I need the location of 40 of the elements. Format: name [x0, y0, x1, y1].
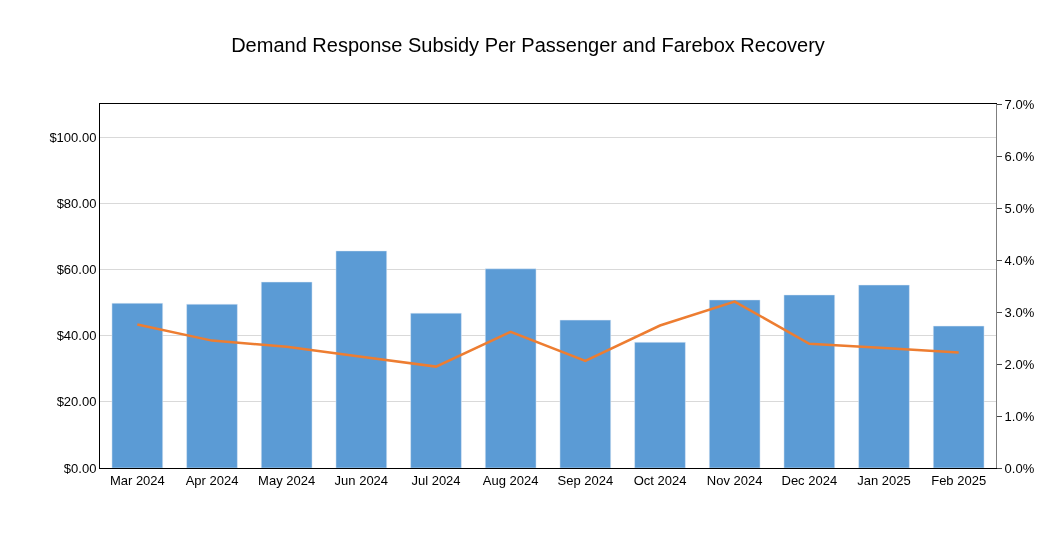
bar [261, 281, 313, 468]
y2-tick-label: 6.0% [1004, 148, 1035, 164]
bar [709, 299, 761, 468]
x-tick-label: Oct 2024 [633, 472, 687, 488]
bar [186, 303, 238, 468]
bar [485, 268, 537, 468]
y-tick-label: $100.00 [49, 129, 97, 145]
line-series [136, 300, 960, 368]
y2-tick-label: 4.0% [1004, 252, 1035, 268]
bar [783, 294, 835, 468]
x-tick-label: Jan 2025 [857, 472, 911, 488]
y-tick-label: $20.00 [56, 394, 97, 410]
y-tick-label: $40.00 [56, 328, 97, 344]
x-tick-label: Jun 2024 [334, 472, 389, 488]
y-tick-label: $60.00 [56, 262, 97, 277]
y2-tick-label: 7.0% [1004, 96, 1035, 112]
y2-tick-label: 5.0% [1004, 200, 1035, 216]
y2-tick-label: 2.0% [1004, 356, 1035, 372]
x-tick-label: May 2024 [258, 472, 316, 488]
x-tick-label: Nov 2024 [706, 472, 763, 488]
x-tick-label: Dec 2024 [781, 472, 838, 488]
x-tick-label: Mar 2024 [109, 472, 165, 488]
x-tick-label: Apr 2024 [185, 472, 239, 488]
x-tick-label: Sep 2024 [557, 472, 614, 488]
y-tick-label: $0.00 [63, 460, 97, 476]
x-tick-label: Feb 2025 [931, 472, 987, 488]
y2-tick-label: 1.0% [1004, 408, 1035, 424]
y-tick-label: $80.00 [56, 195, 97, 211]
bar [559, 319, 611, 468]
x-tick-label: Aug 2024 [482, 472, 539, 488]
x-tick-label: Jul 2024 [411, 472, 461, 488]
bar [111, 302, 163, 468]
bar [858, 284, 910, 468]
bar [634, 342, 686, 468]
y2-tick-label: 0.0% [1004, 460, 1035, 476]
chart-title: Demand Response Subsidy Per Passenger and Farebox Recovery [231, 33, 825, 56]
bar [933, 325, 985, 468]
bar [410, 312, 462, 468]
y2-tick-label: 3.0% [1004, 304, 1035, 320]
bar [335, 250, 387, 468]
